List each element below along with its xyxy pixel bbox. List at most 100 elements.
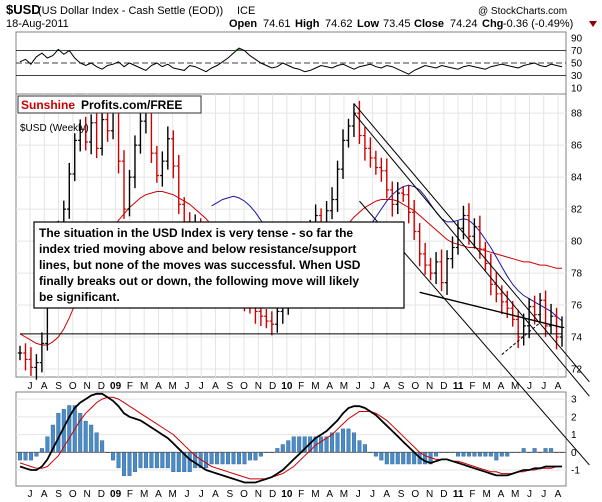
month-tick-label: A (555, 381, 562, 392)
down-arrow-icon (589, 21, 597, 27)
month-tick-label: A (383, 381, 390, 392)
price-bar (543, 290, 548, 337)
macd-histogram-bar (165, 452, 170, 469)
macd-tick-label: 3 (571, 395, 577, 406)
analysis-line-3: lines, but none of the moves was success… (39, 258, 361, 272)
price-bar (384, 158, 390, 199)
month-tick-label: A (212, 381, 219, 392)
upper-resistance-line (353, 103, 590, 383)
macd-histogram-bar (362, 444, 367, 453)
price-bar (329, 187, 335, 220)
month-tick-label: M (340, 489, 348, 500)
rsi-tick-label: 70 (571, 46, 583, 57)
macd-tick-label: 1 (571, 430, 577, 441)
macd-signal-line (19, 396, 562, 480)
price-bar (105, 109, 110, 142)
month-tick-label: M (511, 489, 519, 500)
analysis-line-4: finally breaks out or down, the followin… (39, 274, 359, 288)
macd-histogram-bar (39, 448, 44, 453)
index-name: (US Dollar Index - Cash Settle (EOD)) (38, 5, 223, 17)
macd-histogram-bar (499, 452, 504, 457)
price-bar (379, 157, 384, 182)
macd-histogram-bar (23, 452, 28, 461)
macd-histogram-bar (401, 452, 406, 465)
price-bar (28, 347, 34, 376)
macd-histogram-bar (67, 405, 72, 453)
month-tick-label: J (356, 381, 361, 392)
price-bar (417, 223, 422, 267)
month-tick-label: S (226, 489, 233, 500)
rsi-tick-label: 90 (571, 34, 583, 45)
price-bar (483, 241, 488, 271)
price-bar (532, 295, 537, 325)
axis-labels: 9070503010888684828078767472JJAASSOONNDD… (28, 34, 583, 500)
macd-histogram-bar (253, 452, 258, 461)
macd-histogram-bar (461, 452, 466, 457)
macd-histogram-bar (111, 452, 116, 461)
price-bar (176, 154, 181, 215)
macd-histogram-bar (280, 444, 285, 453)
price-bar (395, 182, 400, 215)
price-bar (340, 129, 346, 179)
macd-histogram-bar (406, 452, 411, 465)
price-bar (127, 169, 132, 217)
month-tick-label: J (28, 381, 33, 392)
price-bar (138, 108, 143, 154)
month-tick-label: O (240, 381, 248, 392)
month-tick-label: D (440, 381, 447, 392)
badge-url: Profits.com/FREE (81, 98, 182, 112)
price-bar (34, 354, 39, 380)
month-tick-label: M (311, 381, 319, 392)
macd-histogram-bar (132, 452, 137, 473)
month-tick-label: J (527, 381, 532, 392)
analysis-note: The situation in the USD Index is very t… (33, 221, 405, 309)
month-tick-label: M (511, 381, 519, 392)
macd-histogram-bar (488, 452, 493, 457)
month-tick-label: F (469, 381, 475, 392)
month-tick-label: F (298, 489, 304, 500)
price-bar (466, 203, 472, 245)
change-value: -0.36 (-0.49%) (503, 18, 573, 30)
price-bar (335, 160, 340, 212)
rising-support-line (501, 322, 541, 355)
macd-histogram-bar (297, 436, 302, 453)
month-tick-label: A (41, 381, 48, 392)
price-bar (88, 114, 94, 155)
macd-histogram-bar (455, 452, 460, 457)
price-bar (422, 242, 428, 275)
month-tick-label: F (127, 381, 133, 392)
price-bar (472, 218, 477, 249)
price-bar (23, 343, 28, 371)
macd-histogram-bar (89, 424, 94, 453)
price-tick-label: 86 (571, 141, 583, 152)
macd-histogram-bar (543, 448, 548, 453)
month-tick-label: A (212, 489, 219, 500)
macd-tick-label: -1 (571, 466, 580, 477)
month-tick-label: N (255, 489, 262, 500)
month-tick-label: N (255, 381, 262, 392)
change-label: Chg (482, 18, 503, 30)
price-bar (428, 257, 433, 281)
stockcharts-watermark: @ StockCharts.com (478, 6, 567, 17)
macd-histogram-bar (275, 448, 280, 453)
rsi-tick-label: 50 (571, 59, 583, 70)
low-value: 73.45 (383, 18, 411, 30)
macd-histogram-bar (434, 452, 439, 457)
price-bar (346, 118, 351, 148)
macd-histogram-bar (226, 452, 231, 465)
month-tick-label: S (226, 381, 233, 392)
month-tick-label: M (140, 381, 148, 392)
macd-histogram-bar (220, 452, 225, 465)
macd-histogram-bar (18, 452, 23, 461)
price-bar (17, 345, 23, 361)
macd-histogram-bar (258, 452, 263, 457)
analysis-note-box (33, 221, 405, 309)
price-bar (94, 111, 99, 159)
price-tick-label: 88 (571, 109, 583, 120)
exchange-label: ICE (237, 5, 255, 17)
month-tick-label: A (498, 489, 505, 500)
price-tick-label: 76 (571, 301, 583, 312)
month-tick-label: M (340, 381, 348, 392)
price-bar (171, 130, 176, 179)
